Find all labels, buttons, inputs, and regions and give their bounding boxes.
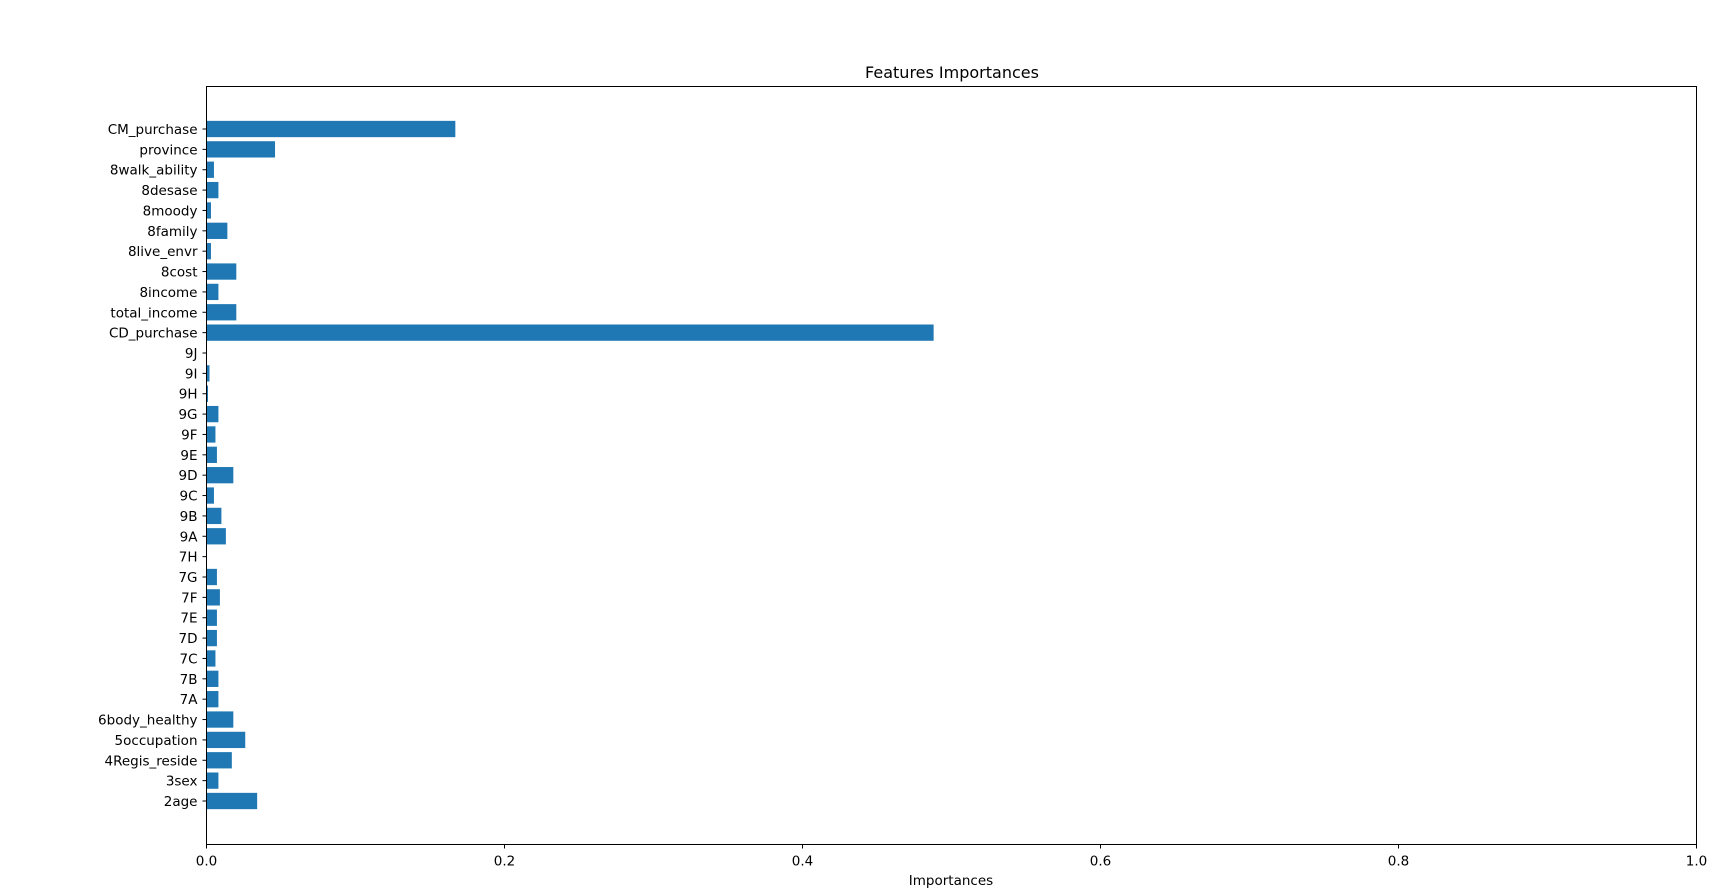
bar-9H: [206, 385, 208, 402]
y-tick-label: 8moody: [143, 203, 198, 219]
y-tick-label: 7B: [180, 672, 198, 688]
bar-9G: [206, 405, 219, 423]
y-tick-label: 9G: [178, 407, 197, 423]
bar-5occupation: [206, 731, 246, 749]
bar-4Regis_reside: [206, 752, 232, 769]
bar-CM_purchase: [206, 120, 456, 138]
y-tick-label: 7G: [178, 570, 197, 586]
y-tick-label: province: [139, 142, 197, 158]
y-tick-label: 4Regis_reside: [105, 753, 198, 769]
x-axis-title: Importances: [909, 873, 993, 889]
y-tick-label: 8income: [139, 285, 197, 301]
x-tick-label: 0.4: [792, 854, 813, 870]
y-tick-label: 8walk_ability: [110, 163, 198, 179]
y-tick-label: 8cost: [161, 265, 198, 281]
y-tick-label: CD_purchase: [109, 326, 198, 342]
y-tick-label: 5occupation: [115, 733, 198, 749]
bar-9B: [206, 507, 222, 525]
bar-7G: [206, 568, 217, 586]
y-tick-label: 7C: [179, 651, 197, 667]
bar-province: [206, 141, 276, 158]
y-tick-label: 2age: [164, 794, 198, 810]
bar-8family: [206, 222, 228, 239]
bar-7E: [206, 609, 217, 626]
bar-8income: [206, 283, 219, 301]
bar-9I: [206, 365, 210, 382]
y-tick-label: 9C: [179, 489, 197, 505]
bar-8moody: [206, 202, 211, 219]
y-tick-label: 7D: [179, 631, 198, 647]
bar-6body_healthy: [206, 711, 234, 728]
x-tick-label: 0.2: [494, 854, 515, 870]
y-tick-label: 9H: [179, 387, 198, 403]
plot-frame: [206, 86, 1697, 845]
bar-8cost: [206, 263, 237, 280]
y-tick-label: 8desase: [141, 183, 197, 199]
y-tick-label: 7E: [180, 611, 197, 627]
bar-CD_purchase: [206, 324, 934, 341]
bar-9F: [206, 426, 216, 443]
bar-7A: [206, 691, 219, 708]
chart-title: Features Importances: [865, 63, 1039, 82]
y-tick-label: 9J: [185, 346, 198, 362]
y-tick-label: 3sex: [166, 774, 198, 790]
bar-total_income: [206, 304, 237, 321]
bar-2age: [206, 792, 258, 810]
bar-7B: [206, 670, 219, 687]
x-tick-label: 0.8: [1388, 854, 1409, 870]
y-tick-label: 8family: [147, 224, 197, 240]
bar-8walk_ability: [206, 161, 214, 178]
bar-9E: [206, 446, 217, 463]
y-tick-label: 9A: [180, 529, 199, 545]
y-tick-label: 8live_envr: [128, 244, 198, 260]
bar-8desase: [206, 181, 219, 199]
bar-3sex: [206, 772, 219, 789]
y-tick-label: total_income: [110, 305, 197, 321]
bar-7C: [206, 650, 216, 667]
bar-8live_envr: [206, 243, 211, 260]
bar-9D: [206, 467, 234, 484]
y-tick-label: CM_purchase: [108, 122, 198, 138]
bar-7D: [206, 629, 217, 647]
y-tick-label: 7F: [181, 590, 197, 606]
bar-9A: [206, 528, 226, 545]
y-axis: 2age 3sex 4Regis_reside 5occupation 6body_he…: [98, 122, 207, 810]
x-tick-label: 0.0: [196, 854, 217, 870]
y-tick-label: 9B: [180, 509, 198, 525]
x-tick-label: 0.6: [1090, 854, 1111, 870]
x-axis: 0.0 0.2 0.4 0.6 0.8 1.0: [196, 844, 1707, 870]
x-tick-label: 1.0: [1686, 854, 1707, 870]
y-tick-label: 6body_healthy: [98, 713, 197, 729]
y-tick-label: 9F: [181, 427, 197, 443]
y-tick-label: 7H: [179, 550, 198, 566]
bar-7F: [206, 589, 220, 606]
y-tick-label: 9D: [179, 468, 198, 484]
bars-layer: [206, 120, 934, 810]
y-tick-label: 9I: [185, 366, 198, 382]
y-tick-label: 7A: [180, 692, 199, 708]
bar-9C: [206, 487, 214, 504]
y-tick-label: 9E: [180, 448, 197, 464]
